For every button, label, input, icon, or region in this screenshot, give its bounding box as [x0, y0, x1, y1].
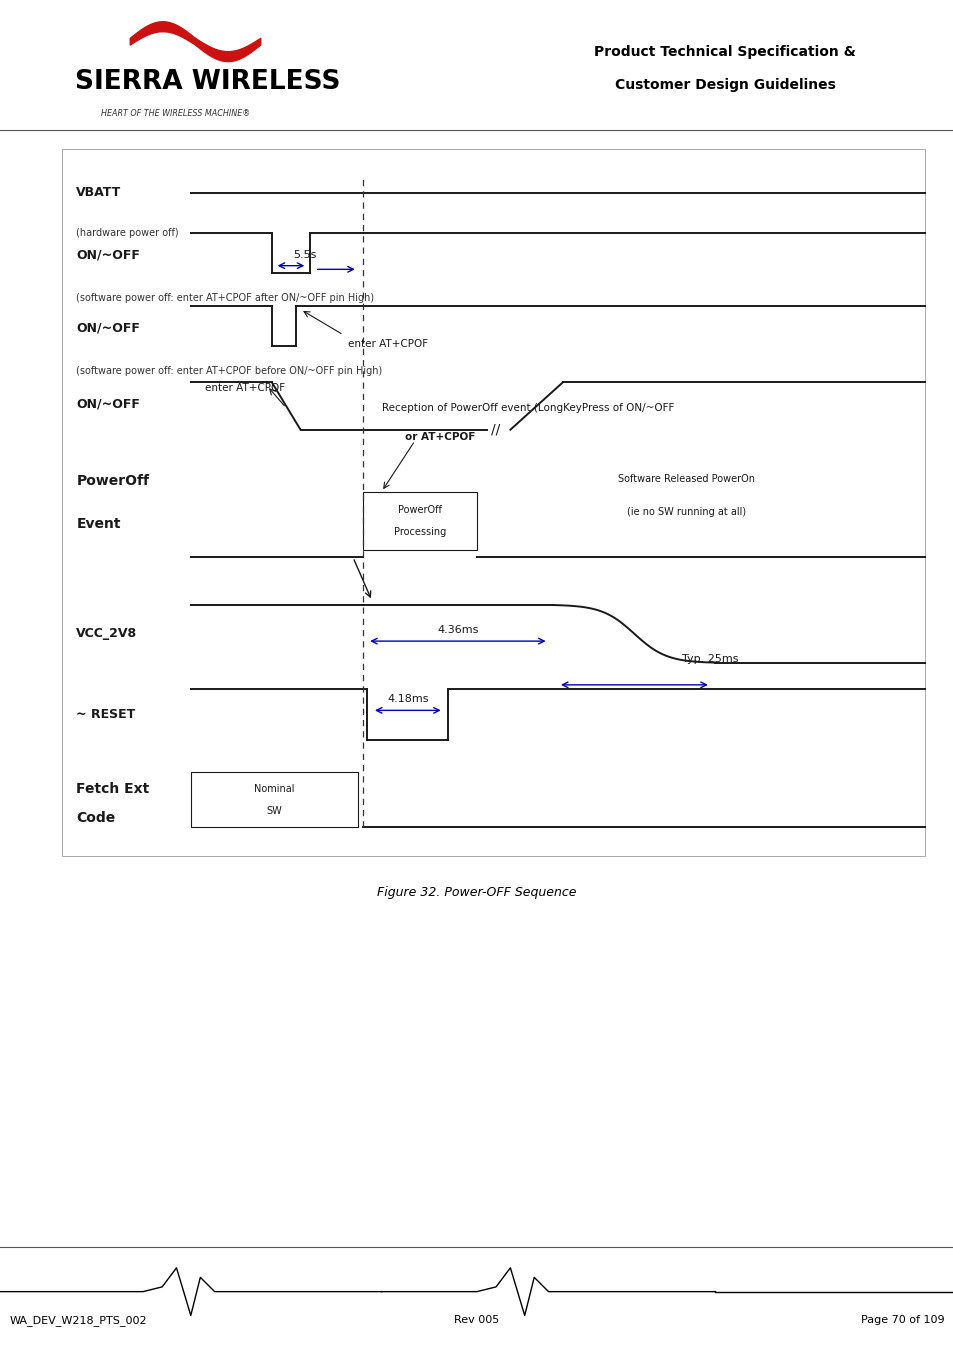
Text: Processing: Processing [394, 526, 445, 537]
Text: Page 70 of 109: Page 70 of 109 [860, 1315, 943, 1326]
Text: enter AT+CPOF: enter AT+CPOF [348, 339, 428, 348]
Text: ON/~OFF: ON/~OFF [76, 398, 140, 410]
Text: enter AT+CPOF: enter AT+CPOF [205, 383, 285, 393]
Text: (hardware power off): (hardware power off) [76, 228, 179, 238]
Bar [362, 491, 476, 549]
Text: Rev 005: Rev 005 [454, 1315, 499, 1326]
Text: Typ. 25ms: Typ. 25ms [681, 655, 739, 664]
Text: WA_DEV_W218_PTS_002: WA_DEV_W218_PTS_002 [10, 1315, 147, 1326]
Text: Nominal: Nominal [253, 784, 294, 794]
Bar [191, 772, 357, 828]
Text: Customer Design Guidelines: Customer Design Guidelines [614, 78, 835, 92]
Text: 4.36ms: 4.36ms [436, 625, 478, 636]
Text: (software power off: enter AT+CPOF after ON/~OFF pin High): (software power off: enter AT+CPOF after… [76, 293, 374, 304]
Text: Software Released PowerOn: Software Released PowerOn [618, 474, 755, 485]
Text: VBATT: VBATT [76, 186, 121, 200]
Text: Product Technical Specification &: Product Technical Specification & [594, 46, 855, 59]
Text: Figure 32. Power-OFF Sequence: Figure 32. Power-OFF Sequence [376, 886, 577, 899]
Text: Fetch Ext: Fetch Ext [76, 782, 150, 795]
Text: SIERRA WIRELESS: SIERRA WIRELESS [75, 69, 340, 94]
Text: (ie no SW running at all): (ie no SW running at all) [627, 508, 745, 517]
Text: HEART OF THE WIRELESS MACHINE®: HEART OF THE WIRELESS MACHINE® [101, 108, 250, 117]
Text: ON/~OFF: ON/~OFF [76, 321, 140, 335]
Text: 4.18ms: 4.18ms [387, 694, 428, 705]
Text: ~ RESET: ~ RESET [76, 707, 135, 721]
Text: Code: Code [76, 811, 115, 825]
Text: (software power off: enter AT+CPOF before ON/~OFF pin High): (software power off: enter AT+CPOF befor… [76, 366, 382, 377]
Text: PowerOff: PowerOff [397, 505, 441, 514]
Text: //: // [491, 423, 500, 436]
Text: ON/~OFF: ON/~OFF [76, 248, 140, 262]
Text: or AT+CPOF: or AT+CPOF [405, 432, 476, 441]
Text: 5.5s: 5.5s [294, 250, 316, 259]
Text: Reception of PowerOff event (LongKeyPress of ON/~OFF: Reception of PowerOff event (LongKeyPres… [381, 402, 673, 413]
Text: VCC_2V8: VCC_2V8 [76, 628, 137, 640]
Text: Event: Event [76, 517, 121, 532]
Text: PowerOff: PowerOff [76, 474, 150, 487]
Text: SW: SW [266, 806, 282, 815]
